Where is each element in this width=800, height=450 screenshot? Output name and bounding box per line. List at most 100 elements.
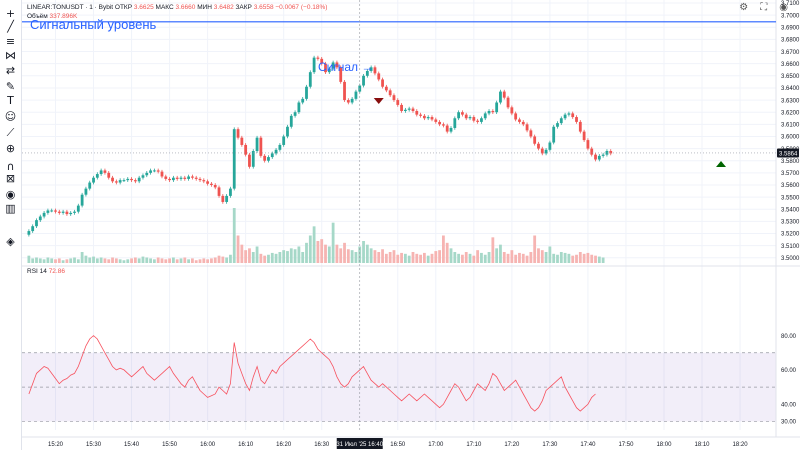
eye-icon[interactable]: ◉ bbox=[5, 188, 16, 201]
ruler-icon[interactable]: ⟋ bbox=[6, 125, 15, 139]
trash-icon[interactable]: ▥ bbox=[5, 202, 16, 215]
candle-body bbox=[495, 102, 499, 113]
volume-bar bbox=[225, 257, 229, 263]
volume-bar bbox=[217, 255, 221, 263]
emoji-icon[interactable]: ☺ bbox=[4, 110, 17, 123]
candle-body bbox=[84, 188, 88, 195]
candle bbox=[464, 112, 468, 121]
volume-bar bbox=[244, 250, 248, 263]
low-label: МИН bbox=[197, 4, 214, 11]
volume-bar bbox=[160, 258, 164, 263]
volume-bar bbox=[118, 259, 122, 263]
volume-bar bbox=[544, 252, 548, 263]
candle-body bbox=[54, 210, 57, 212]
candle-body bbox=[556, 123, 559, 127]
candle bbox=[491, 109, 495, 115]
candle-body bbox=[61, 211, 65, 213]
candle-body bbox=[578, 121, 582, 132]
candle bbox=[472, 115, 476, 123]
candle-body bbox=[206, 181, 210, 184]
candle bbox=[278, 143, 282, 152]
volume-bar bbox=[388, 252, 392, 263]
signal-annotation: Сигнал → bbox=[318, 60, 373, 74]
volume-bar bbox=[130, 258, 133, 263]
zoom-icon[interactable]: ⊕ bbox=[5, 142, 16, 155]
candle-body bbox=[297, 102, 301, 113]
top-right-icons: ⚙ ⛶ ◉ bbox=[739, 2, 788, 13]
high-label: МАКС bbox=[156, 4, 176, 11]
volume-bar bbox=[449, 248, 453, 263]
volume-bar bbox=[259, 253, 263, 263]
volume-bar bbox=[434, 251, 438, 263]
volume-bar bbox=[354, 252, 358, 263]
candle-body bbox=[236, 129, 240, 138]
volume-bar bbox=[419, 254, 422, 263]
candle-body bbox=[65, 211, 69, 215]
volume-bar bbox=[145, 257, 149, 263]
candle bbox=[415, 109, 419, 117]
candle-body bbox=[464, 114, 468, 119]
candle-body bbox=[605, 151, 609, 155]
volume-bar bbox=[525, 255, 529, 263]
magnet-icon[interactable]: ∩ bbox=[6, 160, 15, 173]
time-tick-label: 17:30 bbox=[542, 442, 558, 448]
forecast-icon[interactable]: ⇄ bbox=[5, 64, 16, 77]
candle-body bbox=[544, 149, 548, 154]
pattern-icon[interactable]: ⋈ bbox=[5, 49, 16, 62]
trendline-icon[interactable]: ╱ bbox=[7, 20, 14, 33]
layers-icon[interactable]: ◈ bbox=[6, 235, 15, 248]
fib-icon[interactable]: ≡ bbox=[5, 35, 16, 48]
candle bbox=[111, 175, 114, 184]
crosshair-icon[interactable]: + bbox=[5, 7, 16, 20]
volume-bar bbox=[594, 255, 597, 263]
price-tick-label: 3.7100 bbox=[781, 1, 800, 7]
volume-bar bbox=[137, 258, 141, 263]
candle-body bbox=[388, 90, 392, 96]
fullscreen-icon[interactable]: ⛶ bbox=[760, 2, 768, 13]
volume-bar bbox=[472, 255, 476, 263]
candle bbox=[525, 122, 529, 133]
candle bbox=[187, 174, 191, 181]
volume-bar bbox=[164, 259, 168, 263]
volume-bar bbox=[88, 257, 92, 263]
camera-icon[interactable]: ◉ bbox=[779, 2, 788, 13]
volume-bar bbox=[590, 254, 594, 263]
text-icon[interactable]: T bbox=[7, 94, 14, 107]
volume-bar bbox=[84, 255, 88, 263]
candle bbox=[54, 208, 57, 214]
candle bbox=[426, 115, 430, 121]
lock-icon[interactable]: ⊠ bbox=[5, 172, 16, 185]
time-tick-label: 18:10 bbox=[695, 442, 711, 448]
candle-body bbox=[103, 170, 107, 173]
volume-bar bbox=[495, 248, 499, 263]
price-tick-label: 3.6600 bbox=[781, 62, 800, 68]
volume-bar bbox=[506, 253, 510, 263]
candle-body bbox=[381, 79, 384, 87]
candle-body bbox=[210, 183, 213, 185]
candle bbox=[343, 80, 346, 102]
candle bbox=[114, 179, 118, 185]
volume-bar bbox=[57, 258, 61, 263]
price-tick-label: 3.5800 bbox=[781, 159, 800, 165]
candle bbox=[126, 177, 130, 182]
candle-body bbox=[122, 180, 126, 182]
volume-bar bbox=[324, 244, 327, 263]
volume-bar bbox=[369, 248, 373, 263]
time-tick-label: 15:40 bbox=[124, 442, 140, 448]
candle-body bbox=[171, 177, 175, 181]
brush-icon[interactable]: ✎ bbox=[5, 80, 16, 93]
rsi-tick-label: 30.00 bbox=[781, 420, 797, 426]
candle bbox=[365, 69, 369, 78]
candle-body bbox=[601, 154, 605, 156]
candle bbox=[38, 214, 42, 222]
sell-arrow-icon bbox=[373, 98, 384, 104]
volume-bar bbox=[502, 252, 506, 263]
candle-body bbox=[343, 81, 346, 101]
candle bbox=[320, 57, 324, 66]
candle bbox=[301, 97, 305, 105]
volume-bar bbox=[191, 258, 194, 263]
settings-icon[interactable]: ⚙ bbox=[739, 2, 749, 13]
volume-bar bbox=[95, 258, 99, 263]
candle bbox=[305, 84, 308, 101]
